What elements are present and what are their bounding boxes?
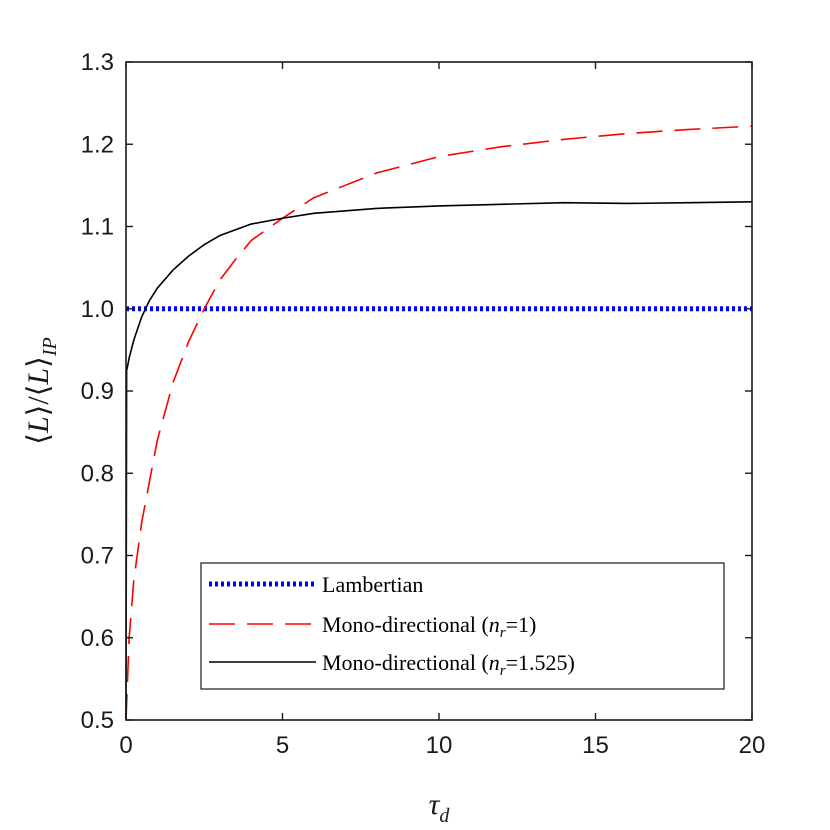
x-tick-label: 20: [739, 732, 766, 759]
y-tick-label: 1.1: [81, 214, 114, 241]
y-tick-label: 0.5: [81, 707, 114, 734]
y-tick-label: 0.6: [81, 625, 114, 652]
series-line-1: [125, 125, 753, 721]
y-tick-label: 1.2: [81, 131, 114, 158]
y-tick-label: 0.7: [81, 543, 114, 570]
x-axis-title: τd: [429, 788, 451, 827]
series-line-2: [125, 201, 753, 721]
legend-label-mono-nr-1525: Mono-directional (nr=1.525): [322, 650, 575, 679]
y-tick-label: 0.9: [81, 378, 114, 405]
legend-label-mono-nr-1: Mono-directional (nr=1): [322, 612, 536, 641]
y-tick-label: 1.0: [81, 296, 114, 323]
x-tick-label: 15: [582, 732, 609, 759]
y-tick-label: 1.3: [81, 49, 114, 76]
y-tick-label: 0.8: [81, 460, 114, 487]
series-layer: [125, 125, 753, 721]
legend-label-lambertian: Lambertian: [322, 572, 423, 597]
ticks-layer: 0 5 10 15 20 0.5 0.6 0.7 0.8 0.9 1.0 1.1 1.2 1.3: [81, 49, 766, 759]
y-axis-title: ⟨L⟩/⟨L⟩IP: [22, 337, 61, 444]
x-tick-label: 10: [426, 732, 453, 759]
x-tick-label: 0: [119, 732, 132, 759]
svg-text:⟨L⟩/⟨L⟩IP: ⟨L⟩/⟨L⟩IP: [22, 337, 61, 444]
x-tick-label: 5: [276, 732, 289, 759]
legend: Lambertian Mono-directional (nr=1) Mono-…: [200, 562, 725, 690]
